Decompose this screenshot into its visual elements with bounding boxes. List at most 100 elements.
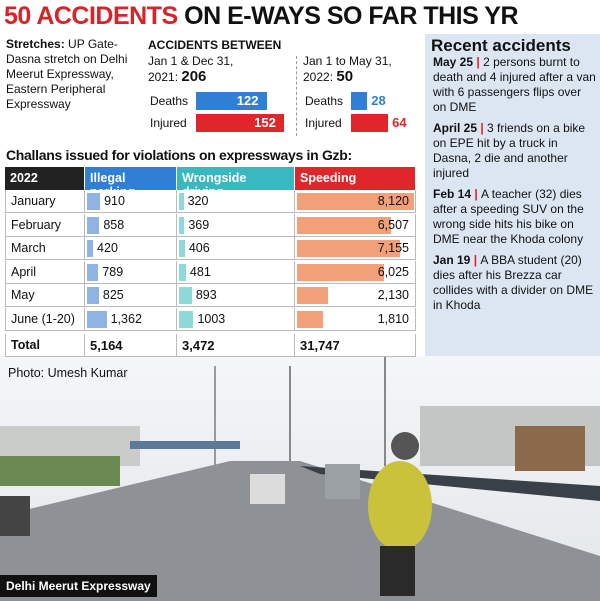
value-label: 481	[189, 264, 211, 279]
row-label: January	[5, 190, 85, 213]
deaths-value: 122	[236, 93, 259, 108]
value-bar	[297, 310, 324, 328]
value-cell: 369	[177, 213, 295, 237]
value-label: 1003	[197, 311, 226, 326]
row-label: April	[5, 260, 85, 284]
accident-item: Feb 14A teacher (32) dies after a speedi…	[433, 187, 596, 247]
value-cell: 910	[85, 190, 177, 213]
value-label: 8,120	[377, 194, 409, 208]
injured-label: Injured	[305, 116, 342, 130]
value-cell: 1003	[177, 307, 295, 331]
value-cell: 893	[177, 284, 295, 307]
value-cell: 420	[85, 237, 177, 260]
value-label: 320	[187, 194, 209, 208]
value-label: 6,507	[377, 217, 409, 232]
total-value: 3,472	[182, 338, 215, 353]
period-range: Jan 1 & Dec 31, 2021:	[148, 54, 234, 84]
recent-title: Recent accidents	[431, 36, 571, 55]
injured-bar	[196, 114, 285, 132]
accident-item: May 252 persons burnt to death and 4 inj…	[433, 55, 596, 115]
value-bar	[179, 216, 185, 234]
value-bar	[297, 193, 414, 210]
value-cell: 858	[85, 213, 177, 237]
value-bar	[87, 263, 99, 281]
photo-credit: Photo: Umesh Kumar	[8, 366, 128, 380]
deaths-label: Deaths	[150, 94, 189, 108]
column-header: Illegal parking	[85, 167, 177, 199]
value-label: 6,025	[377, 264, 409, 279]
value-label: 789	[102, 264, 124, 279]
injured-value: 64	[392, 115, 407, 130]
value-bar	[87, 310, 107, 328]
value-label: 858	[103, 217, 125, 232]
deaths-label: Deaths	[305, 94, 344, 108]
deaths-bar	[196, 92, 267, 110]
value-bar	[87, 216, 100, 234]
value-bar	[297, 216, 391, 234]
injured-value: 152	[254, 115, 276, 130]
value-label: 893	[195, 288, 217, 302]
value-label: 1,362	[110, 311, 142, 326]
deaths-row: Deaths 28	[303, 92, 438, 110]
value-label: 2,130	[377, 288, 409, 302]
item-date: April 25	[433, 121, 487, 135]
value-cell: 31,747	[295, 334, 416, 357]
accident-item: April 253 friends on a bike on EPE hit b…	[433, 121, 596, 181]
accidents-heading: ACCIDENTS BETWEEN	[148, 38, 282, 52]
value-cell: 2,130	[295, 284, 416, 307]
injured-bar	[351, 114, 389, 132]
total-value: 31,747	[300, 338, 340, 353]
column-header: Speeding	[295, 167, 416, 190]
value-label: 420	[97, 241, 118, 255]
item-text: A BBA student (20) dies after his Brezza…	[433, 253, 594, 312]
injured-label: Injured	[150, 116, 187, 130]
row-label: June (1-20)	[5, 307, 85, 331]
photo-caption: Delhi Meerut Expressway	[0, 575, 157, 597]
item-date: Jan 19	[433, 253, 480, 267]
value-cell: 320	[177, 190, 295, 213]
period: Jan 1 & Dec 31, 2021: 206 Deaths 122 Injure…	[148, 54, 285, 132]
value-cell: 1,362	[85, 307, 177, 331]
headline-rest: ON E-WAYS SO FAR THIS YR	[184, 2, 519, 30]
value-bar	[297, 287, 328, 304]
column-header: 2022	[5, 167, 85, 190]
value-cell: 406	[177, 237, 295, 260]
value-label: 1,810	[377, 311, 409, 326]
value-bar	[179, 287, 192, 304]
value-bar	[179, 240, 185, 257]
value-cell: 6,507	[295, 213, 416, 237]
photo	[0, 356, 600, 601]
value-cell: 6,025	[295, 260, 416, 284]
value-cell: 8,120	[295, 190, 416, 213]
value-label: 369	[188, 217, 210, 232]
value-bar	[297, 263, 384, 281]
value-bar	[297, 240, 401, 257]
value-cell: 825	[85, 284, 177, 307]
value-cell: 789	[85, 260, 177, 284]
item-date: May 25	[433, 55, 483, 69]
period-range: Jan 1 to May 31, 2022:	[303, 54, 392, 84]
period: Jan 1 to May 31, 2022: 50 Deaths 28 Injured…	[303, 54, 438, 132]
column-header: Wrongside driving	[177, 167, 295, 199]
deaths-bar	[351, 92, 368, 110]
period-label: Jan 1 & Dec 31, 2021: 206	[148, 54, 243, 85]
accidents-panel: ACCIDENTS BETWEEN Jan 1 & Dec 31, 2021: …	[146, 36, 422, 140]
row-label: February	[5, 213, 85, 237]
row-label: May	[5, 284, 85, 307]
recent-panel: Recent accidents May 252 persons burnt t…	[425, 34, 600, 356]
row-label: Total	[5, 334, 85, 357]
value-bar	[87, 287, 99, 304]
item-date: Feb 14	[433, 187, 481, 201]
value-bar	[179, 310, 194, 328]
headline: 50 ACCIDENTS ON E-WAYS SO FAR THIS YR	[4, 2, 519, 31]
stretches-label: Stretches:	[6, 37, 65, 51]
headline-highlight: 50 ACCIDENTS	[4, 2, 178, 30]
deaths-row: Deaths 122	[148, 92, 283, 110]
total-value: 5,164	[90, 338, 123, 353]
table-title: Challans issued for violations on expres…	[6, 147, 352, 163]
value-cell: 1,810	[295, 307, 416, 331]
value-label: 825	[102, 288, 124, 302]
value-bar	[87, 193, 101, 210]
value-cell: 3,472	[177, 334, 295, 357]
